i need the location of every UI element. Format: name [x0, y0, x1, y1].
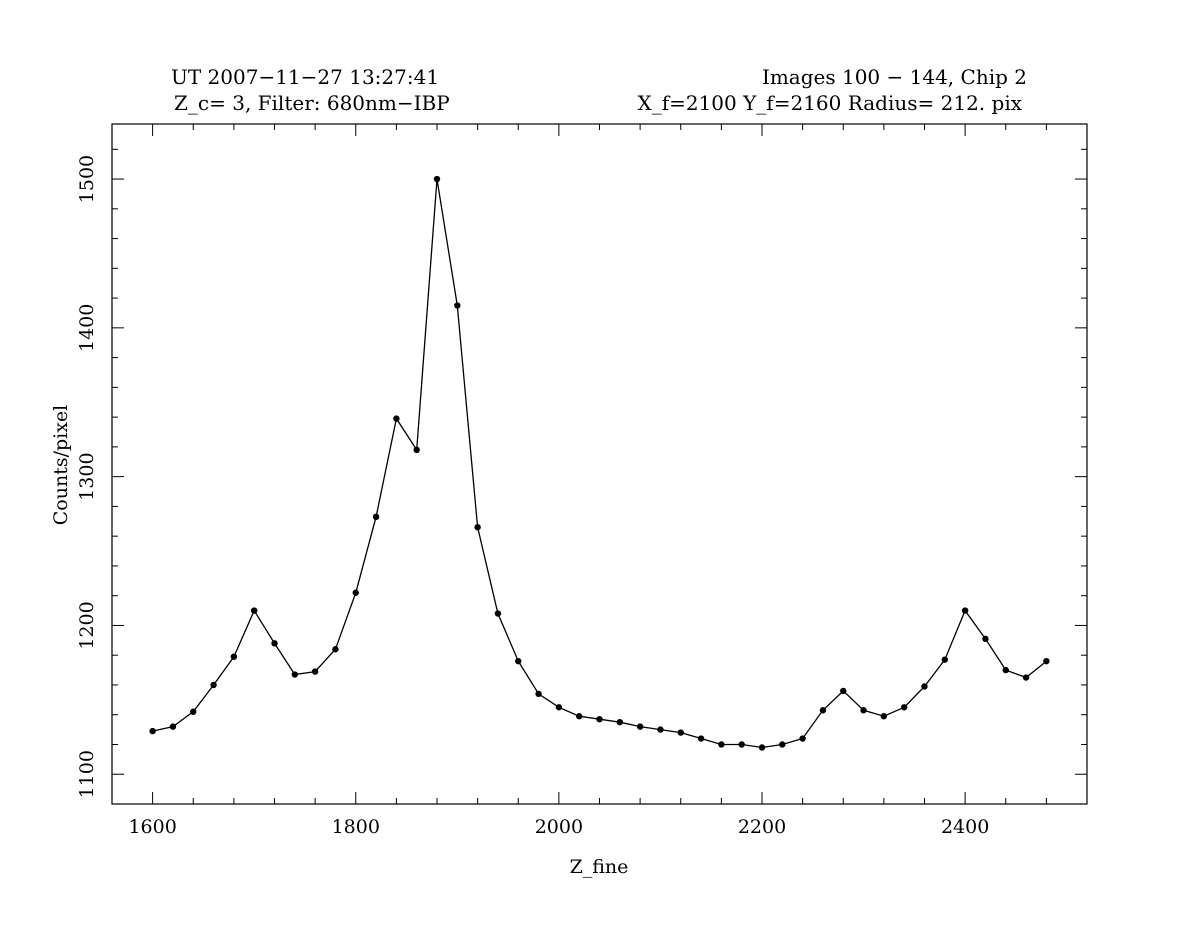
data-point: [921, 683, 928, 690]
header-filter-info: Z_c= 3, Filter: 680nm−IBP: [174, 91, 450, 115]
data-point: [210, 681, 217, 689]
y-tick-label: 1300: [76, 452, 98, 500]
y-tick-label: 1500: [76, 155, 98, 203]
data-point: [311, 668, 319, 675]
data-point: [372, 513, 380, 521]
x-tick-label: 2400: [941, 816, 989, 838]
data-point: [819, 707, 827, 714]
x-tick-label: 1800: [332, 816, 380, 838]
data-point: [779, 741, 786, 748]
x-tick-label: 1600: [128, 816, 176, 838]
data-point: [718, 741, 725, 748]
data-point: [169, 723, 177, 730]
plot-frame: [111, 123, 1088, 805]
data-point: [636, 723, 644, 730]
data-point: [515, 657, 522, 665]
data-point: [352, 589, 359, 596]
series-line: [152, 178, 1047, 749]
data-point: [799, 735, 806, 742]
data-point: [961, 607, 969, 614]
data-point: [880, 713, 888, 720]
data-point: [982, 635, 989, 643]
data-point: [433, 175, 441, 183]
data-point: [555, 704, 563, 711]
data-point: [697, 735, 705, 742]
data-point: [758, 744, 766, 751]
data-point: [1022, 674, 1030, 681]
data-point: [149, 727, 156, 735]
data-point: [250, 607, 258, 614]
y-tick-label: 1100: [76, 750, 98, 798]
x-tick-label: 2000: [535, 816, 583, 838]
data-point: [575, 713, 583, 720]
data-point: [474, 524, 481, 531]
y-axis-label: Counts/pixel: [50, 405, 72, 526]
data-point: [840, 687, 847, 695]
data-point: [454, 302, 461, 309]
data-point: [291, 671, 299, 678]
data-point: [860, 707, 867, 714]
data-point: [657, 726, 664, 733]
header-ut-timestamp: UT 2007−11−27 13:27:41: [171, 65, 439, 89]
y-tick-label: 1400: [76, 304, 98, 352]
header-position-radius: X_f=2100 Y_f=2160 Radius= 212. pix: [637, 91, 1022, 115]
data-point: [413, 446, 420, 454]
data-point: [1043, 657, 1050, 665]
data-point: [332, 646, 339, 653]
axis-ticks: [112, 124, 1088, 804]
tick-labels: 1600 1800 2000 2200 2400 1100 1200 1300 1400 1500: [76, 155, 989, 838]
data-point: [393, 415, 400, 422]
data-point: [941, 656, 949, 663]
data-point: [535, 690, 542, 698]
data-point: [900, 704, 908, 711]
data-points: [149, 175, 1050, 751]
data-point: [738, 741, 745, 748]
x-axis-label: Z_fine: [570, 856, 629, 878]
data-point: [190, 708, 197, 715]
y-tick-label: 1200: [76, 601, 98, 649]
data-point: [230, 653, 238, 660]
data-point: [616, 718, 624, 726]
header-images-chip: Images 100 − 144, Chip 2: [762, 65, 1027, 89]
data-point: [1002, 666, 1009, 674]
x-tick-label: 2200: [738, 816, 786, 838]
data-point: [677, 729, 684, 736]
data-point: [494, 610, 502, 617]
data-point: [271, 640, 278, 647]
data-point: [596, 715, 603, 723]
